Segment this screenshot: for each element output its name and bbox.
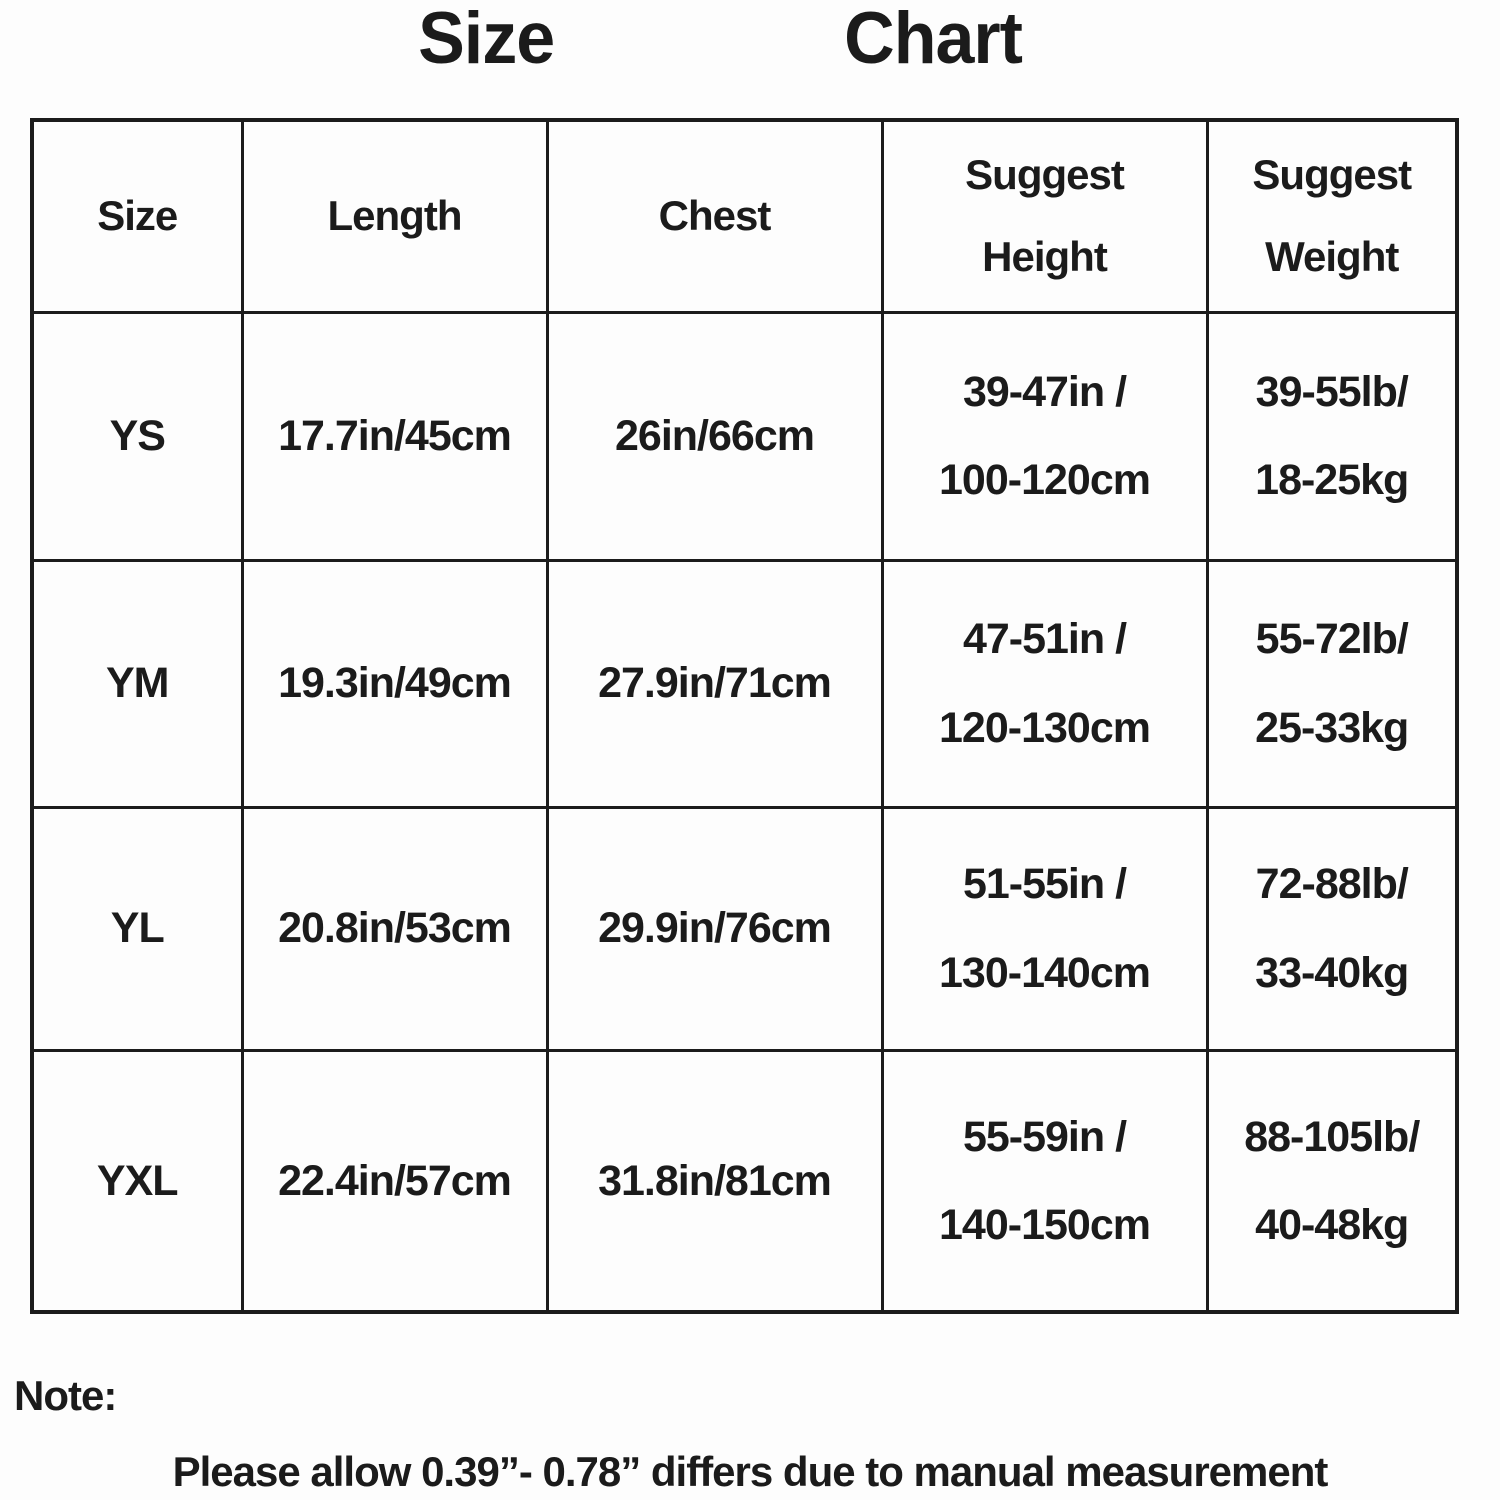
chest-cell: 31.8in/81cm [545,1048,884,1314]
table-row: YXL 22.4in/57cm 31.8in/81cm 55-59in / 14… [30,1048,1459,1314]
length-cell: 19.3in/49cm [240,558,549,809]
size-cell: YS [30,310,244,562]
table-header-row: Size Length Chest Suggest Height Suggest… [30,118,1459,314]
chest-cell: 27.9in/71cm [545,558,884,809]
suggest-height-cell: 51-55in / 130-140cm [880,805,1209,1052]
suggest-weight-cell: 39-55lb/ 18-25kg [1205,310,1459,562]
table-row: YM 19.3in/49cm 27.9in/71cm 47-51in / 120… [30,558,1459,809]
size-cell: YXL [30,1048,244,1314]
header-cell-length: Length [240,118,549,314]
header-cell-size: Size [30,118,244,314]
size-chart-table: Size Length Chest Suggest Height Suggest… [30,118,1459,1314]
size-cell: YL [30,805,244,1052]
header-cell-suggest-height: Suggest Height [880,118,1209,314]
page-title-word-size: Size [418,0,555,79]
size-cell: YM [30,558,244,809]
page-title: Size Chart [0,0,1440,80]
table-row: YL 20.8in/53cm 29.9in/76cm 51-55in / 130… [30,805,1459,1052]
chest-cell: 26in/66cm [545,310,884,562]
header-cell-chest: Chest [545,118,884,314]
header-cell-suggest-weight: Suggest Weight [1205,118,1459,314]
suggest-weight-cell: 88-105lb/ 40-48kg [1205,1048,1459,1314]
page-title-word-chart: Chart [844,0,1023,79]
chest-cell: 29.9in/76cm [545,805,884,1052]
note-text: Please allow 0.39”- 0.78” differs due to… [172,1448,1329,1495]
note-label: Note: [14,1372,117,1419]
suggest-height-cell: 39-47in / 100-120cm [880,310,1209,562]
suggest-height-cell: 55-59in / 140-150cm [880,1048,1209,1314]
length-cell: 20.8in/53cm [240,805,549,1052]
length-cell: 22.4in/57cm [240,1048,549,1314]
suggest-weight-cell: 55-72lb/ 25-33kg [1205,558,1459,809]
suggest-height-cell: 47-51in / 120-130cm [880,558,1209,809]
length-cell: 17.7in/45cm [240,310,549,562]
suggest-weight-cell: 72-88lb/ 33-40kg [1205,805,1459,1052]
table-row: YS 17.7in/45cm 26in/66cm 39-47in / 100-1… [30,310,1459,562]
